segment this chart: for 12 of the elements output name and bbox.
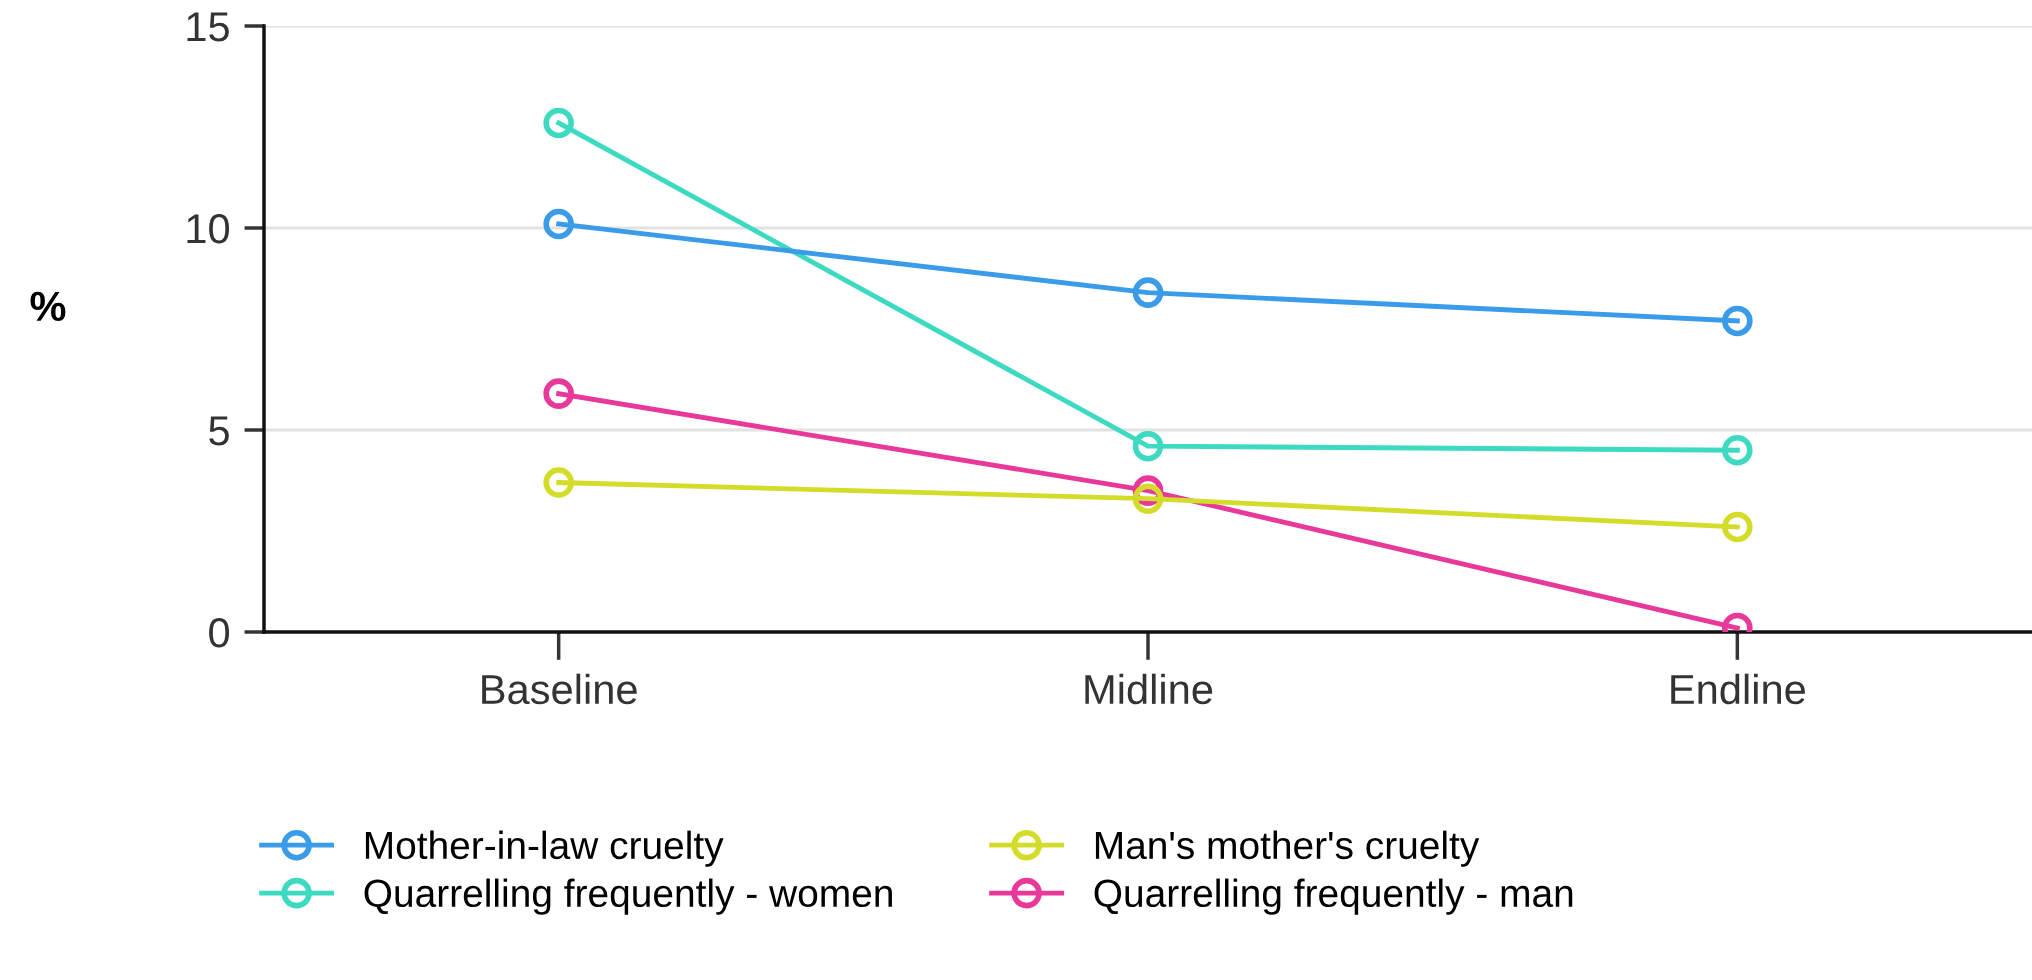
y-tick-label: 5 xyxy=(209,416,229,446)
legend-label: Man's mother's cruelty xyxy=(1095,830,1480,867)
legend-label: Quarrelling frequently - women xyxy=(364,878,892,915)
y-tick-label: 15 xyxy=(187,12,229,42)
x-tick-label: Endline xyxy=(1671,673,1805,705)
y-axis-title: % xyxy=(30,291,66,322)
y-tick-label: 0 xyxy=(209,618,230,648)
x-tick-label: Baseline xyxy=(482,673,637,705)
x-tick-label: Midline xyxy=(1085,673,1213,705)
legend-label: Mother-in-law cruelty xyxy=(365,830,724,867)
legend-label: Quarrelling frequently - man xyxy=(1094,878,1573,915)
y-tick-label: 10 xyxy=(187,214,230,244)
